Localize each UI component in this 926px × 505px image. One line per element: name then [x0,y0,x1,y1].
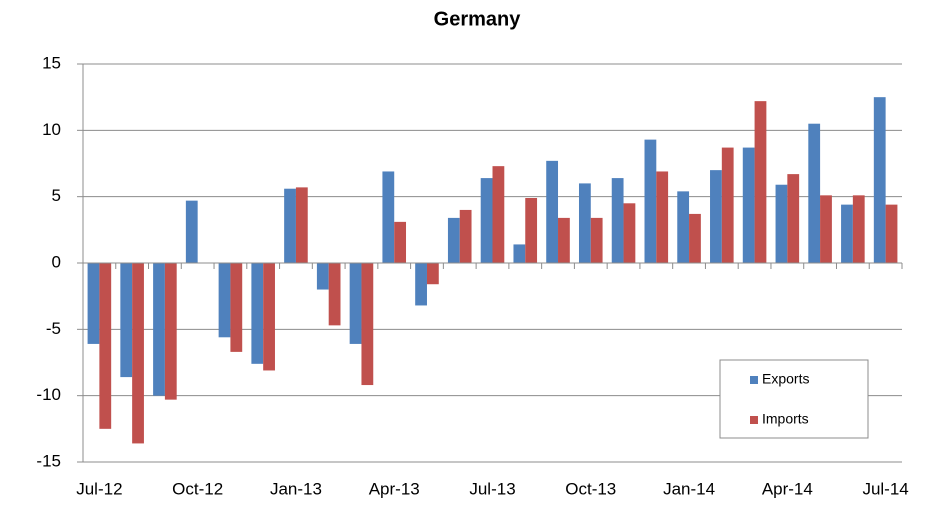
bar [349,263,362,344]
x-tick-label: Apr-13 [369,479,420,498]
bar [382,171,395,263]
bar [513,244,526,263]
bar [251,263,264,364]
bar [230,263,243,352]
y-tick-label: -15 [36,451,61,470]
bar [546,160,559,263]
bar [808,123,821,263]
y-tick-label: -10 [36,385,61,404]
bar [316,263,329,290]
bar [480,178,493,263]
bar [284,188,296,263]
bar [459,209,472,263]
bar [447,217,460,263]
x-tick-label: Jan-14 [663,479,715,498]
bar [623,203,636,263]
bar [153,263,165,396]
bar [787,174,800,263]
y-tick-label: 15 [42,53,61,72]
bar [328,263,341,326]
bar [132,263,144,444]
bar [775,184,788,263]
bar [754,101,767,263]
bar [120,263,133,378]
bar [218,263,231,338]
bar [87,263,100,344]
bar [525,197,538,263]
bar [721,147,734,263]
legend-label: Imports [762,411,809,427]
x-tick-label: Jul-14 [862,479,908,498]
y-tick-label: 5 [52,186,61,205]
bar [689,213,701,263]
bar [558,217,570,263]
x-tick-label: Oct-13 [565,479,616,498]
bar [415,263,427,306]
bar [361,263,374,386]
bar [820,195,832,263]
bar [99,263,112,429]
legend-box [719,359,869,439]
legend-label: Exports [762,371,809,387]
chart-title: Germany [434,8,522,30]
y-tick-label: -5 [46,319,61,338]
bar [295,187,308,263]
y-tick-label: 10 [42,120,61,139]
bar [590,217,603,263]
x-tick-label: Apr-14 [762,479,813,498]
bar [185,200,198,263]
bar [873,97,886,264]
bar [677,191,690,263]
bar [263,263,275,371]
bar [742,147,755,263]
y-tick-label: 0 [52,252,61,271]
bar [841,204,853,263]
bar [426,263,439,285]
x-tick-label: Jan-13 [270,479,322,498]
x-tick-label: Oct-12 [172,479,223,498]
x-tick-label: Jul-12 [76,479,122,498]
bar [710,170,722,263]
x-tick-label: Jul-13 [469,479,515,498]
bar [885,204,898,263]
bar [578,183,591,263]
bar [164,263,177,400]
bar [611,178,624,263]
bar [644,139,657,263]
bar [492,166,505,263]
bar [656,171,669,263]
bar [394,221,407,263]
legend-swatch [750,416,758,424]
legend-swatch [750,376,758,384]
bar [852,195,865,263]
